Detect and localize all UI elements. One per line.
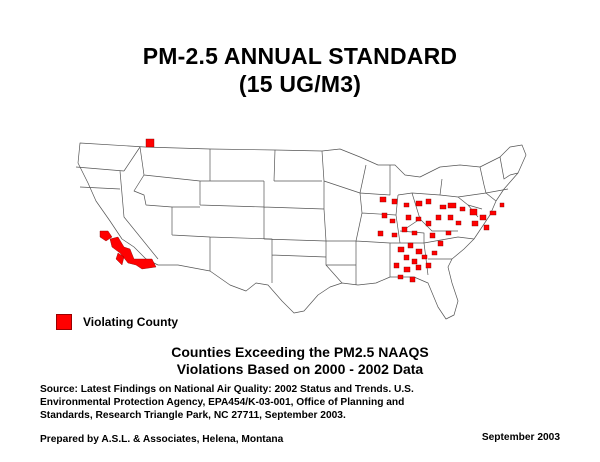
us-map xyxy=(75,138,527,320)
county-se2 xyxy=(407,242,414,249)
county-e26 xyxy=(411,230,418,236)
county-ca-2 xyxy=(109,236,157,270)
county-e8 xyxy=(459,206,466,212)
county-e4 xyxy=(415,200,423,207)
county-se8 xyxy=(403,266,411,273)
county-e19 xyxy=(447,214,454,221)
county-e23 xyxy=(377,230,384,237)
county-e3 xyxy=(403,202,410,208)
county-e6 xyxy=(439,204,447,210)
state-borders xyxy=(75,146,519,285)
caption-line-2: Violations Based on 2000 - 2002 Data xyxy=(176,361,424,377)
county-e27 xyxy=(429,232,436,239)
county-e10 xyxy=(479,214,487,221)
county-e1 xyxy=(379,196,387,203)
map-legend: Violating County xyxy=(56,314,178,330)
county-e11 xyxy=(489,210,497,216)
legend-label: Violating County xyxy=(83,315,179,329)
county-e17 xyxy=(425,220,432,227)
county-e13 xyxy=(381,212,388,219)
map-title: PM-2.5 ANNUAL STANDARD (15 UG/M3) xyxy=(0,42,600,98)
county-e5 xyxy=(425,198,432,205)
county-se3 xyxy=(415,248,423,255)
us-outline xyxy=(77,142,527,320)
title-line-2: (15 UG/M3) xyxy=(238,71,362,97)
county-e22 xyxy=(483,224,490,231)
county-se4 xyxy=(403,254,410,261)
county-e28 xyxy=(445,230,452,236)
county-ca-3 xyxy=(115,252,125,266)
title-line-1: PM-2.5 ANNUAL STANDARD xyxy=(142,43,458,69)
county-e2 xyxy=(391,198,398,205)
county-se10 xyxy=(425,262,432,269)
county-e7 xyxy=(447,202,457,209)
county-se5 xyxy=(411,258,418,265)
county-ca-1 xyxy=(99,230,113,242)
county-mt xyxy=(145,138,155,148)
county-e21 xyxy=(471,220,479,227)
source-line-3: Standards, Research Triangle Park, NC 27… xyxy=(40,410,346,421)
county-e15 xyxy=(405,214,412,221)
source-note: Source: Latest Findings on National Air … xyxy=(40,383,560,422)
county-se6 xyxy=(421,254,428,260)
county-se9 xyxy=(415,264,422,271)
source-line-2: Environmental Protection Agency, EPA454/… xyxy=(40,397,405,408)
county-se11 xyxy=(397,274,404,280)
county-e16 xyxy=(415,216,422,222)
county-e18 xyxy=(435,214,442,221)
legend-swatch xyxy=(56,314,72,330)
county-se12 xyxy=(409,276,416,283)
county-e12 xyxy=(499,202,505,208)
prepared-by: Prepared by A.S.L. & Associates, Helena,… xyxy=(40,434,284,445)
county-se14 xyxy=(437,240,444,247)
violating-counties xyxy=(99,138,505,283)
county-se7 xyxy=(393,262,400,269)
county-e9 xyxy=(469,208,478,216)
county-se1 xyxy=(397,246,405,253)
county-e14 xyxy=(389,218,396,224)
county-e25 xyxy=(401,226,408,233)
county-e20 xyxy=(455,220,462,226)
map-caption: Counties Exceeding the PM2.5 NAAQS Viola… xyxy=(0,344,600,378)
county-e24 xyxy=(391,232,398,238)
county-se13 xyxy=(431,250,438,256)
caption-line-1: Counties Exceeding the PM2.5 NAAQS xyxy=(171,344,429,360)
publication-date: September 2003 xyxy=(481,432,560,443)
source-line-1: Source: Latest Findings on National Air … xyxy=(40,384,414,395)
